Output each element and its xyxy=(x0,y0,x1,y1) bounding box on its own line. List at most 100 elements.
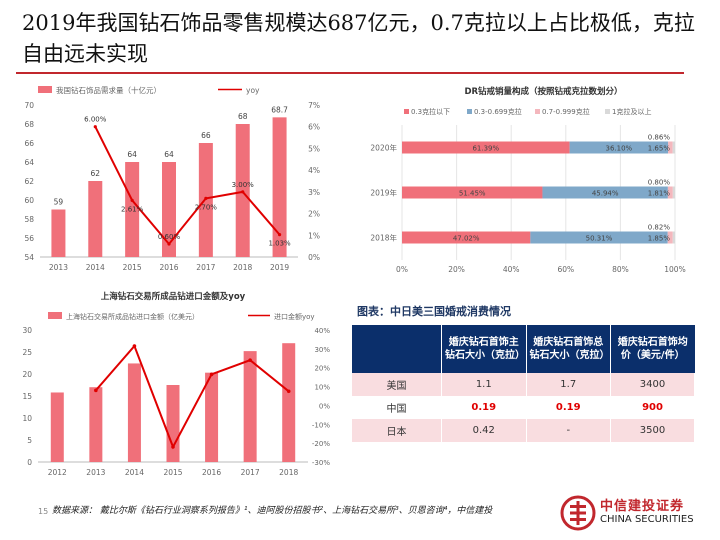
x-tick-label: 2019 xyxy=(270,263,289,272)
stack-segment xyxy=(672,186,675,199)
x-tick-label: 0% xyxy=(396,265,408,274)
table-row: 美国 1.1 1.7 3400 xyxy=(352,373,695,396)
source-note: 数据来源： 戴比尔斯《钻石行业洞察系列报告》¹、迪阿股份招股书²、上海钻石交易所… xyxy=(52,506,493,516)
x-tick-label: 2017 xyxy=(241,468,260,477)
logo-en-text: CHINA SECURITIES xyxy=(600,514,694,525)
y2-tick-label: 0% xyxy=(308,253,320,262)
bar-label: 68.7 xyxy=(271,105,288,114)
legend-label: 我国钻石饰品需求量（十亿元） xyxy=(56,85,161,95)
y-tick-label: 30 xyxy=(22,326,32,335)
stack-segment xyxy=(402,141,570,154)
yoy-label: 2.61% xyxy=(121,205,144,213)
table-cell-country: 中国 xyxy=(352,396,443,419)
x-tick-label: 2014 xyxy=(86,263,105,272)
y2-tick-label: 20% xyxy=(314,365,330,373)
chart-retail-scale: 我国钻石饰品需求量（十亿元） yoy 54 56 58 60 62 64 66 68 70 0% 1% 2… xyxy=(8,80,338,280)
y-tick-label: 58 xyxy=(24,215,34,224)
segment-label: 0.80% xyxy=(648,179,671,187)
chart-title: DR钻戒销量构成（按照钻戒克拉数划分） xyxy=(464,86,622,97)
bar xyxy=(272,117,287,257)
y-tick-label: 54 xyxy=(24,253,34,262)
table-header-main: 婚庆钻石首饰主钻石大小（克拉） xyxy=(441,325,527,373)
x-tick-label: 2013 xyxy=(49,263,68,272)
table-header-row: 婚庆钻石首饰主钻石大小（克拉） 婚庆钻石首饰总钻石大小（克拉） 婚庆钻石首饰均价… xyxy=(352,325,695,373)
y2-tick-label: -30% xyxy=(312,459,330,467)
table-row: 日本 0.42 - 3500 xyxy=(352,419,695,442)
y2-tick-label: 10% xyxy=(314,384,330,392)
table-cell-main: 1.1 xyxy=(441,373,527,396)
x-tick-label: 100% xyxy=(664,265,685,274)
y2-tick-label: -20% xyxy=(312,440,330,448)
x-tick-label: 2018 xyxy=(233,263,252,272)
y2-tick-label: 2% xyxy=(308,210,320,219)
table-cell-price: 3400 xyxy=(610,373,695,396)
segment-label: 45.94% xyxy=(592,190,619,198)
y-tick-label: 66 xyxy=(24,139,34,148)
chart-shanghai-imports: 上海钻石交易所成品钻进口金额及yoy 上海钻石交易所成品钻进口金额（亿美元） 进口金… xyxy=(8,285,338,485)
yoy-point xyxy=(132,344,137,348)
legend-label: 进口金额yoy xyxy=(274,312,315,321)
segment-label: 1.65% xyxy=(648,145,671,153)
legend-swatch xyxy=(467,109,472,114)
y-tick-label: 2020年 xyxy=(370,143,397,153)
stack-segment xyxy=(668,141,673,154)
stack-segment xyxy=(530,231,668,244)
yoy-label: 6.00% xyxy=(84,116,107,124)
y-tick-label: 5 xyxy=(27,436,32,445)
segment-label: 0.82% xyxy=(648,224,671,232)
bar xyxy=(243,351,257,462)
x-tick-label: 2016 xyxy=(202,468,221,477)
x-tick-label: 2018 xyxy=(279,468,298,477)
legend-swatch xyxy=(535,109,540,114)
legend-label: 0.7-0.999克拉 xyxy=(542,107,590,116)
table-cell-main: 0.42 xyxy=(441,419,527,442)
yoy-line xyxy=(94,126,281,246)
segment-label: 51.45% xyxy=(459,190,486,198)
yoy-point xyxy=(94,388,98,393)
x-tick-label: 2015 xyxy=(123,263,142,272)
yoy-label: 2.70% xyxy=(195,203,218,211)
table-header-price: 婚庆钻石首饰均价（美元/件） xyxy=(610,325,695,373)
yoy-point xyxy=(277,233,282,237)
stack-segment xyxy=(667,231,673,244)
bar xyxy=(162,162,176,257)
y2-tick-label: 5% xyxy=(308,144,320,153)
bar xyxy=(88,181,103,257)
y2-tick-label: 4% xyxy=(308,166,320,175)
logo-cn-text: 中信建投证券 xyxy=(600,499,685,514)
table-title: 图表：中日美三国婚戒消费情况 xyxy=(357,305,511,318)
title-divider xyxy=(16,72,684,74)
yoy-point xyxy=(167,242,171,246)
x-tick-label: 80% xyxy=(612,265,629,274)
segment-label: 1.85% xyxy=(648,235,671,243)
table-cell-total: 0.19 xyxy=(526,396,612,419)
y2-tick-label: -10% xyxy=(312,421,330,429)
bar xyxy=(282,343,296,462)
y-tick-label: 0 xyxy=(27,458,32,467)
segment-label: 61.39% xyxy=(472,145,499,153)
yoy-point xyxy=(93,125,97,129)
table-cell-total: - xyxy=(526,419,612,442)
legend-swatch-demand xyxy=(38,86,52,93)
yoy-point xyxy=(204,196,208,200)
y-tick-label: 62 xyxy=(24,177,34,186)
x-tick-label: 40% xyxy=(503,265,520,274)
y-tick-label: 68 xyxy=(24,120,34,129)
table-cell-country: 美国 xyxy=(352,373,443,396)
table-header-total: 婚庆钻石首饰总钻石大小（克拉） xyxy=(526,325,612,373)
bar xyxy=(89,387,103,462)
yoy-point xyxy=(248,358,252,362)
stack-segment xyxy=(402,186,543,199)
bar-label: 64 xyxy=(164,150,174,159)
yoy-point xyxy=(171,445,175,449)
y-tick-label: 25 xyxy=(22,348,32,357)
legend-swatch-imports xyxy=(48,312,62,319)
x-tick-label: 60% xyxy=(557,265,574,274)
company-logo: 中信建投证券 CHINA SECURITIES xyxy=(560,493,710,533)
chart-dr-ring-mix: DR钻戒销量构成（按照钻戒克拉数划分） 0.3克拉以下 0.3-0.699克拉 0.7… xyxy=(352,80,697,280)
stack-segment xyxy=(402,231,531,244)
legend-label: 1克拉及以上 xyxy=(612,107,651,116)
table-cell-price: 3500 xyxy=(610,419,695,442)
page-title: 2019年我国钻石饰品零售规模达687亿元，0.7克拉以上占比极低，克拉自由远未… xyxy=(22,11,695,66)
logo-mark-icon xyxy=(560,495,596,531)
